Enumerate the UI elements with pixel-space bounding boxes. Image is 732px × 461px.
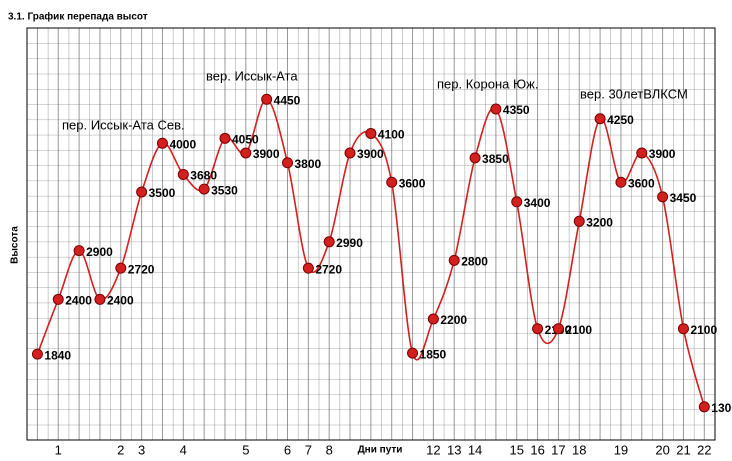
value-label: 4100: [378, 128, 405, 142]
point: [323, 236, 335, 248]
value-label: 4350: [503, 103, 530, 117]
point: [615, 176, 627, 188]
annotation: вер. 30летВЛКСМ: [580, 86, 688, 101]
x-tick-label: 22: [697, 442, 711, 457]
x-tick-label: 3: [138, 442, 145, 457]
x-tick-label: 8: [326, 442, 333, 457]
value-label: 2100: [565, 323, 592, 337]
point: [94, 293, 106, 305]
value-label: 4050: [232, 132, 259, 146]
point: [240, 147, 252, 159]
x-tick-label: 5: [242, 442, 249, 457]
point: [573, 215, 585, 227]
x-tick-label: 12: [426, 442, 440, 457]
point: [136, 186, 148, 198]
value-label: 2400: [65, 294, 92, 308]
point: [427, 313, 439, 325]
point: [490, 103, 502, 115]
value-label: 3900: [649, 147, 676, 161]
value-label: 2720: [315, 262, 342, 276]
x-tick-label: 14: [468, 442, 482, 457]
point: [511, 196, 523, 208]
x-tick-label: 19: [614, 442, 628, 457]
x-tick-label: 4: [180, 442, 187, 457]
point: [115, 262, 127, 274]
point: [52, 293, 64, 305]
value-label: 3900: [357, 147, 384, 161]
annotation: вер. Иссык-Ата: [206, 68, 298, 83]
value-label: 1850: [420, 347, 447, 361]
point: [198, 183, 210, 195]
x-tick-label: 1: [55, 442, 62, 457]
value-label: 2900: [86, 245, 113, 259]
value-label: 3600: [628, 176, 655, 190]
point: [73, 245, 85, 257]
point: [31, 348, 43, 360]
annotation: пер. Корона Юж.: [437, 76, 538, 91]
point: [282, 157, 293, 169]
point: [469, 152, 481, 164]
x-tick-label: 7: [305, 442, 312, 457]
value-label: 3600: [399, 176, 426, 190]
x-tick-label: 18: [572, 442, 586, 457]
point: [657, 191, 669, 203]
value-label: 3530: [211, 183, 238, 197]
value-label: 2200: [440, 313, 467, 327]
x-tick-label: 15: [510, 442, 524, 457]
value-label: 3500: [149, 186, 176, 200]
point: [448, 254, 460, 266]
point: [407, 347, 419, 359]
point: [344, 147, 356, 159]
value-label: 3850: [482, 152, 509, 166]
value-label: 4250: [607, 113, 634, 127]
x-tick-label: 17: [551, 442, 565, 457]
value-label: 4450: [274, 93, 301, 107]
value-label: 3200: [586, 215, 613, 229]
x-tick-label: 20: [655, 442, 669, 457]
point: [365, 127, 377, 139]
y-axis-label: Высота: [10, 226, 21, 264]
point: [302, 262, 314, 274]
chart-title: 3.1. График перепада высот: [8, 11, 148, 23]
point: [532, 323, 544, 335]
value-label: 2400: [107, 294, 134, 308]
point: [594, 113, 606, 125]
x-tick-label: 6: [284, 442, 291, 457]
point: [636, 147, 648, 159]
value-label: 2720: [128, 262, 155, 276]
value-label: 2990: [336, 236, 363, 250]
point: [552, 323, 564, 335]
value-label: 3900: [253, 147, 280, 161]
value-label: 1300: [711, 401, 732, 415]
x-tick-label: 2: [117, 442, 124, 457]
annotation: пер. Иссык-Ата Сев.: [62, 117, 185, 132]
value-label: 4000: [169, 137, 196, 151]
point: [698, 401, 710, 413]
x-tick-label: 16: [530, 442, 544, 457]
value-label: 1840: [44, 348, 71, 362]
value-label: 3450: [670, 191, 697, 205]
x-tick-label: 13: [447, 442, 461, 457]
value-label: 3400: [524, 196, 551, 210]
value-label: 2100: [690, 323, 717, 337]
value-label: 2800: [461, 255, 488, 269]
x-axis-label: Дни пути: [358, 445, 403, 456]
point: [156, 137, 168, 149]
plot-grid: [26, 27, 716, 441]
point: [677, 323, 689, 335]
point: [219, 132, 231, 144]
x-tick-label: 21: [676, 442, 690, 457]
value-label: 3680: [190, 169, 217, 183]
value-label: 3800: [295, 157, 322, 171]
point: [386, 176, 398, 188]
point: [261, 93, 273, 105]
point: [177, 168, 189, 180]
